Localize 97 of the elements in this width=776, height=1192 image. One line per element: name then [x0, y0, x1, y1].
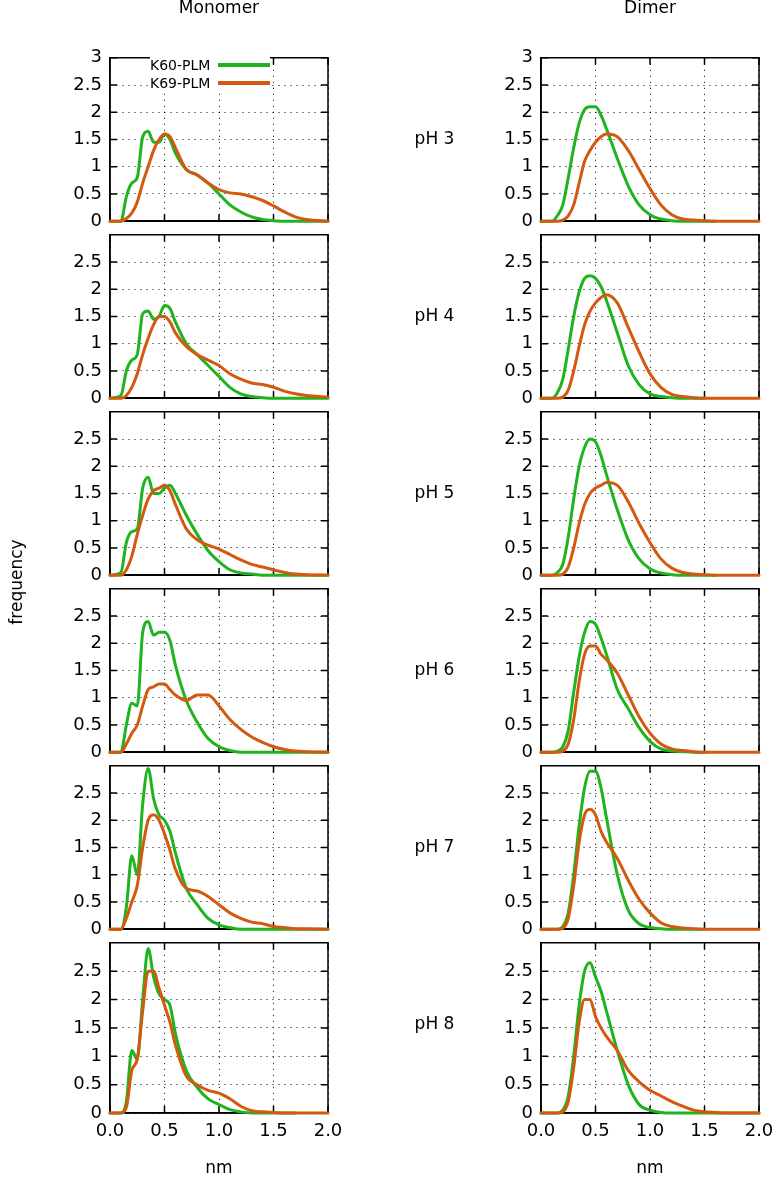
y-tick-label: 0 [90, 1100, 102, 1122]
text: pH 5 [414, 481, 455, 502]
y-tick-label: 0 [521, 562, 533, 584]
y-tick-label: 3 [521, 45, 533, 67]
y-tick-label: 2 [90, 630, 102, 652]
y-tick-label: 2.5 [504, 72, 533, 94]
y-tick-label: 0 [521, 916, 533, 938]
legend-label: K60-PLM [150, 57, 211, 73]
y-tick-label: 0.5 [73, 1072, 102, 1094]
x-tick-label: 0.0 [95, 1119, 125, 1141]
y-tick-label: 1.5 [73, 835, 102, 857]
x-tick-label: 1.5 [259, 1119, 288, 1141]
y-tick-label: 0.5 [504, 181, 533, 203]
chart-title: Dimer [623, 0, 677, 17]
y-tick-label: 1 [90, 331, 102, 353]
y-tick-label: 1.5 [73, 127, 102, 149]
x-tick-label: 0.5 [150, 1119, 179, 1141]
y-tick-label: 2.5 [504, 780, 533, 802]
x-tick-label: 0.5 [581, 1119, 610, 1141]
y-tick-label: 2.5 [73, 249, 102, 271]
x-tick-label: 2.0 [744, 1119, 774, 1141]
y-tick-label: 1.5 [73, 1015, 102, 1037]
legend-label: K69-PLM [150, 75, 211, 91]
y-tick-label: 1.5 [504, 127, 533, 149]
x-tick-label: 1.5 [690, 1119, 719, 1141]
y-tick-label: 2.5 [73, 958, 102, 980]
y-tick-label: 2 [90, 99, 102, 121]
y-tick-label: 2.5 [73, 603, 102, 625]
x-tick-label: 0.0 [526, 1119, 556, 1141]
y-tick-label: 2 [521, 807, 533, 829]
y-tick-label: 1.5 [73, 481, 102, 503]
y-tick-label: 0.5 [73, 535, 102, 557]
y-tick-label: 1 [90, 685, 102, 707]
y-tick-label: 1.5 [504, 835, 533, 857]
y-tick-label: 1 [521, 508, 533, 530]
y-tick-label: 0.5 [73, 181, 102, 203]
y-tick-label: 1 [90, 1043, 102, 1065]
y-tick-label: 0.5 [504, 1072, 533, 1094]
y-tick-label: 0 [521, 208, 533, 230]
chart-title: Monomer [177, 0, 261, 17]
y-tick-label: 1 [521, 862, 533, 884]
y-tick-label: 2.5 [504, 603, 533, 625]
y-tick-label: 0 [521, 1100, 533, 1122]
y-tick-label: 1.5 [504, 304, 533, 326]
text: pH 8 [414, 1012, 455, 1033]
y-tick-label: 1.5 [73, 304, 102, 326]
text: pH 4 [414, 304, 455, 325]
y-tick-label: 0.5 [504, 712, 533, 734]
y-tick-label: 0.5 [73, 358, 102, 380]
y-tick-label: 0 [521, 739, 533, 761]
y-tick-label: 2.5 [73, 72, 102, 94]
y-tick-label: 0 [90, 385, 102, 407]
y-tick-label: 1 [521, 685, 533, 707]
x-axis-title: nm [635, 1157, 665, 1177]
y-tick-label: 1.5 [73, 658, 102, 680]
y-tick-label: 0.5 [73, 712, 102, 734]
y-tick-label: 1.5 [504, 1015, 533, 1037]
x-axis-title: nm [204, 1157, 234, 1177]
y-tick-label: 1 [521, 154, 533, 176]
x-tick-label: 1.0 [635, 1119, 665, 1141]
y-tick-label: 0.5 [73, 889, 102, 911]
x-tick-label: 1.0 [204, 1119, 234, 1141]
y-tick-label: 1.5 [504, 658, 533, 680]
y-tick-label: 2 [90, 807, 102, 829]
y-tick-label: 0 [90, 562, 102, 584]
y-tick-label: 1 [90, 154, 102, 176]
y-tick-label: 2 [521, 630, 533, 652]
y-tick-label: 2.5 [504, 426, 533, 448]
y-tick-label: 2.5 [73, 780, 102, 802]
y-tick-label: 1 [90, 508, 102, 530]
y-tick-label: 0.5 [504, 889, 533, 911]
y-tick-label: 2 [521, 276, 533, 298]
y-tick-label: 2 [521, 987, 533, 1009]
y-tick-label: 0.5 [504, 535, 533, 557]
y-tick-label: 1 [90, 862, 102, 884]
y-tick-label: 1.5 [504, 481, 533, 503]
y-tick-label: 0 [90, 916, 102, 938]
y-tick-label: 3 [90, 45, 102, 67]
y-tick-label: 2 [90, 987, 102, 1009]
y-tick-label: 0 [90, 208, 102, 230]
x-tick-label: 2.0 [313, 1119, 343, 1141]
y-tick-label: 1 [521, 331, 533, 353]
text: pH 7 [414, 835, 455, 856]
text: pH 6 [414, 658, 455, 679]
y-axis-title: frequency [6, 539, 26, 625]
y-tick-label: 2 [90, 453, 102, 475]
y-tick-label: 2 [90, 276, 102, 298]
y-tick-label: 2.5 [504, 249, 533, 271]
y-tick-label: 2 [521, 453, 533, 475]
y-tick-label: 0 [521, 385, 533, 407]
y-tick-label: 0 [90, 739, 102, 761]
text: pH 3 [414, 127, 455, 148]
y-tick-label: 2.5 [504, 958, 533, 980]
y-tick-label: 2 [521, 99, 533, 121]
y-tick-label: 2.5 [73, 426, 102, 448]
y-tick-label: 0.5 [504, 358, 533, 380]
y-tick-label: 1 [521, 1043, 533, 1065]
